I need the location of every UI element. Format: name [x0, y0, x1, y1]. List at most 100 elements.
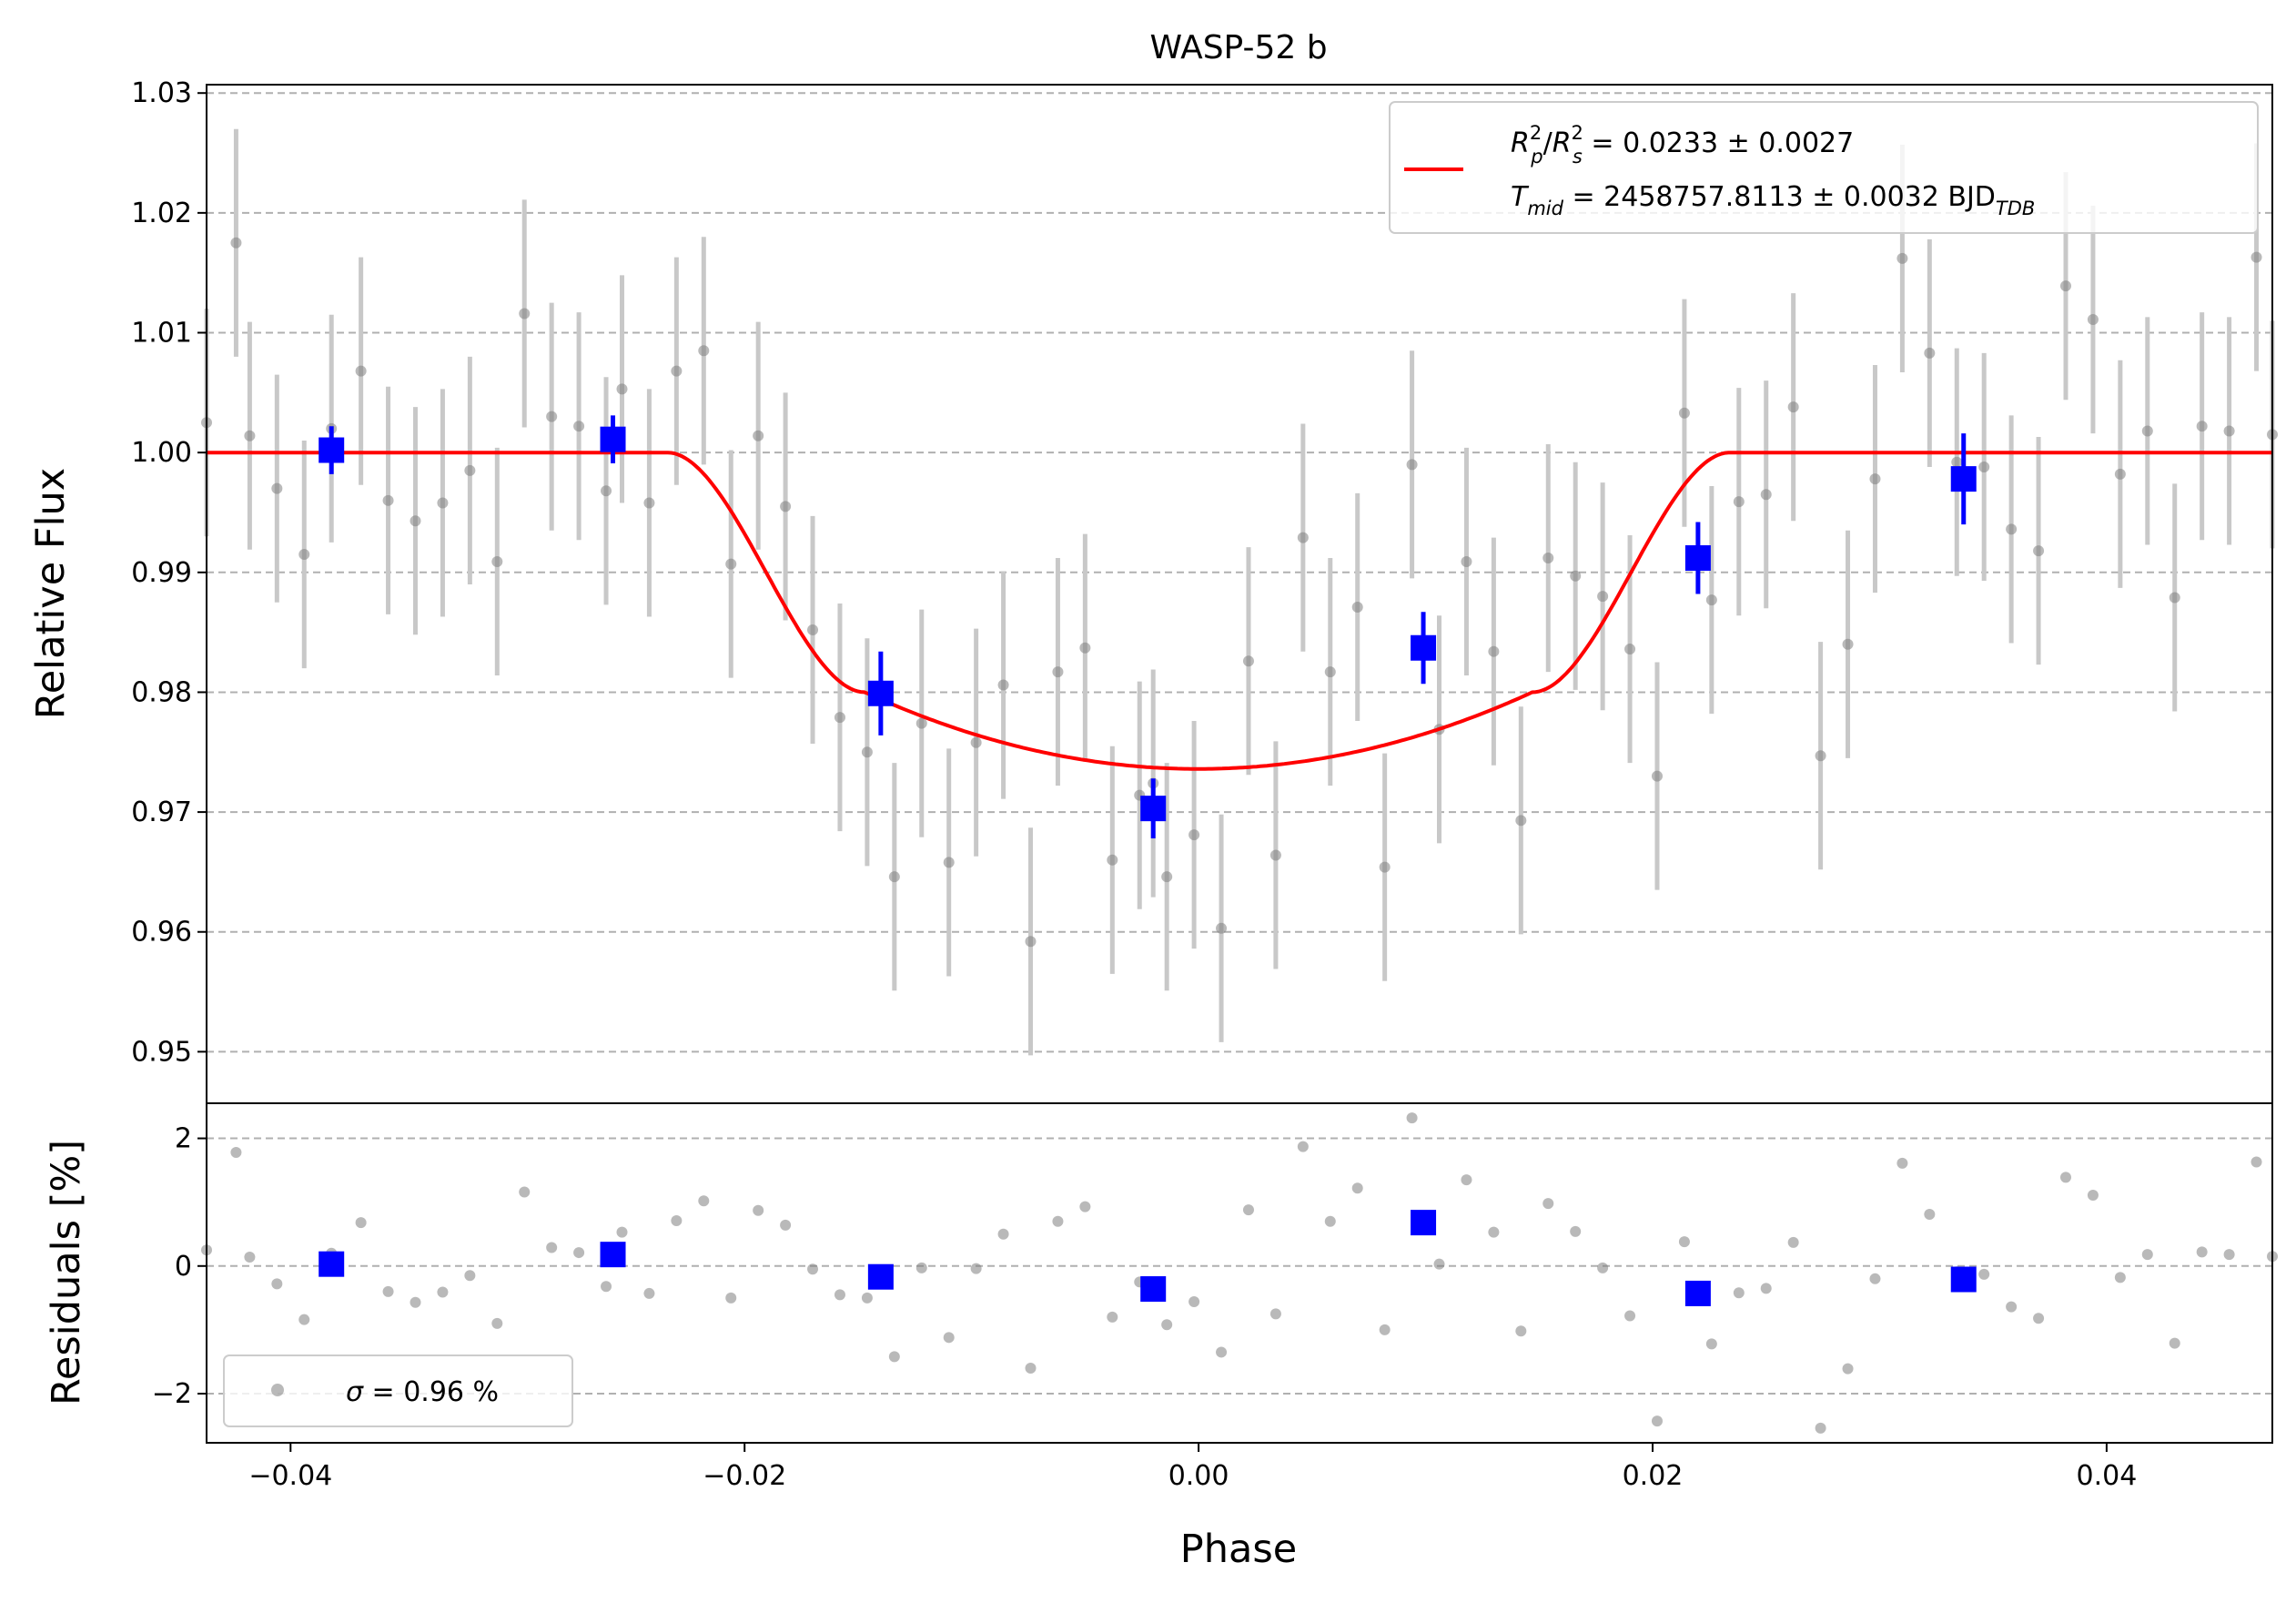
- raw-point: [807, 624, 819, 635]
- raw-point: [1515, 815, 1527, 827]
- raw-point: [1869, 473, 1881, 485]
- residual-raw-point: [1406, 1112, 1418, 1124]
- raw-point: [1787, 401, 1799, 413]
- top-y-ticks: 0.95 0.96 0.97 0.98 0.99 1.00 1.01 1.02 1.03: [131, 77, 207, 1068]
- raw-point: [2087, 314, 2099, 326]
- residual-raw-point: [2006, 1301, 2018, 1313]
- binned-point: [600, 426, 626, 452]
- raw-point: [943, 857, 955, 868]
- raw-point: [643, 497, 655, 509]
- raw-point: [1406, 459, 1418, 471]
- raw-point: [1760, 489, 1772, 501]
- residual-raw-point: [1242, 1204, 1254, 1216]
- raw-point: [753, 430, 764, 441]
- raw-point: [1542, 553, 1554, 564]
- raw-point: [834, 712, 845, 724]
- residual-raw-point: [2250, 1156, 2262, 1168]
- residual-raw-point: [2196, 1246, 2208, 1258]
- chart-title: WASP-52 b: [1149, 29, 1327, 66]
- bottom-y-tick-label: 0: [175, 1251, 192, 1283]
- residual-raw-point: [1161, 1319, 1173, 1331]
- raw-point: [1324, 666, 1336, 678]
- residual-raw-point: [546, 1242, 558, 1253]
- top-y-tick-label: 1.02: [131, 198, 192, 229]
- residual-raw-point: [1488, 1226, 1500, 1238]
- raw-point: [2033, 545, 2045, 557]
- bottom-y-tick-label: −2: [152, 1378, 192, 1410]
- residual-raw-points: [201, 1112, 2278, 1434]
- raw-point: [888, 871, 900, 883]
- raw-point: [601, 485, 612, 497]
- binned-point: [1684, 545, 1711, 572]
- sigma-legend: σ = 0.96 %: [223, 1354, 573, 1427]
- raw-point: [2169, 592, 2180, 604]
- residual-raw-point: [616, 1226, 628, 1238]
- raw-point: [2060, 280, 2071, 292]
- raw-point: [1924, 347, 1936, 359]
- raw-point: [230, 237, 242, 249]
- residual-raw-point: [1324, 1215, 1336, 1227]
- residual-raw-point: [230, 1146, 242, 1158]
- legend-depth-entry: R2 p/R2 s = 0.0233 ± 0.0027: [1511, 122, 1854, 167]
- sigma-legend-text: σ = 0.96 %: [346, 1376, 499, 1408]
- residual-raw-point: [1733, 1287, 1745, 1299]
- residual-raw-point: [2141, 1249, 2153, 1261]
- residual-binned-point: [1411, 1210, 1437, 1236]
- raw-point: [271, 482, 283, 494]
- residual-binned-point: [867, 1263, 894, 1290]
- raw-point: [244, 430, 256, 441]
- residual-raw-point: [2114, 1272, 2126, 1283]
- residual-raw-point: [1379, 1324, 1391, 1335]
- residual-raw-point: [1079, 1201, 1091, 1212]
- bottom-y-axis-label: Residuals [%]: [44, 1140, 89, 1405]
- raw-point: [671, 365, 683, 377]
- raw-point: [573, 421, 585, 432]
- x-ticks: −0.04 −0.02 0.00 0.02 0.04: [248, 1443, 2137, 1492]
- raw-point: [355, 365, 367, 377]
- sigma-legend-marker: [271, 1384, 284, 1396]
- residual-raw-point: [1297, 1141, 1309, 1152]
- residual-raw-point: [1351, 1182, 1363, 1194]
- residual-raw-point: [601, 1281, 612, 1293]
- x-tick-label: 0.02: [1623, 1460, 1684, 1492]
- raw-point: [1297, 532, 1309, 543]
- residual-raw-point: [725, 1292, 737, 1304]
- residual-binned-points: [319, 1210, 1977, 1306]
- bottom-y-ticks: −2 0 2: [152, 1123, 207, 1410]
- residual-raw-point: [1651, 1415, 1663, 1427]
- residual-raw-point: [1515, 1325, 1527, 1337]
- residual-raw-point: [943, 1332, 955, 1344]
- residual-raw-point: [1760, 1283, 1772, 1294]
- x-tick-label: −0.02: [703, 1460, 786, 1492]
- raw-point: [298, 549, 310, 561]
- binned-point: [1411, 634, 1437, 661]
- raw-point: [519, 308, 531, 320]
- raw-point: [491, 555, 503, 567]
- residual-raw-point: [970, 1263, 982, 1274]
- raw-point: [1678, 407, 1690, 419]
- residual-raw-point: [382, 1285, 394, 1297]
- raw-point: [915, 717, 927, 729]
- residual-raw-point: [1433, 1258, 1445, 1270]
- raw-point: [437, 497, 449, 509]
- residual-raw-point: [1052, 1215, 1064, 1227]
- residual-binned-point: [600, 1242, 626, 1268]
- raw-point: [546, 411, 558, 422]
- raw-point: [1188, 829, 1200, 841]
- raw-point: [1842, 638, 1854, 650]
- raw-point: [1705, 594, 1717, 606]
- residual-raw-point: [780, 1219, 792, 1231]
- residual-raw-point: [1678, 1236, 1690, 1248]
- legend-box: [1389, 101, 2259, 234]
- residual-raw-point: [355, 1217, 367, 1229]
- residual-raw-point: [1787, 1236, 1799, 1248]
- top-y-tick-label: 0.98: [131, 676, 192, 708]
- raw-point: [2006, 523, 2018, 535]
- raw-point: [780, 501, 792, 512]
- raw-point: [2223, 425, 2235, 437]
- raw-point: [2114, 468, 2126, 480]
- residual-binned-point: [1140, 1276, 1167, 1303]
- raw-point: [616, 383, 628, 395]
- raw-point: [1896, 252, 1908, 264]
